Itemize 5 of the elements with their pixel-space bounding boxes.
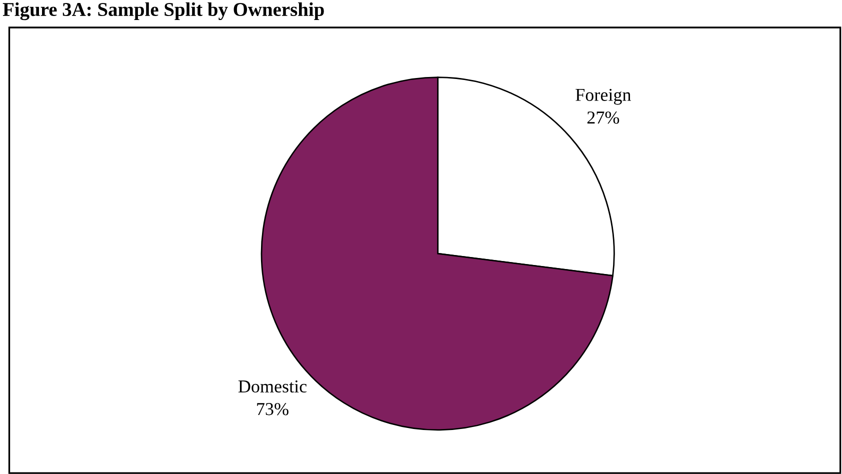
- data-label: 73%: [257, 403, 288, 416]
- slice-label: Foreign: [576, 88, 631, 105]
- chart-title: Figure 3A: Sample Split by Ownership: [2, 2, 324, 20]
- data-label: 27%: [587, 111, 620, 124]
- slice-label: Domestic: [238, 380, 307, 393]
